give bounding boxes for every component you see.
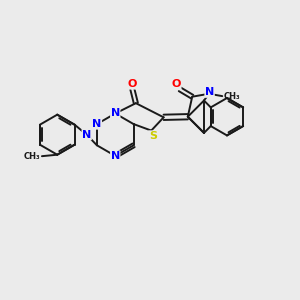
Text: CH₃: CH₃	[24, 152, 40, 161]
Text: N: N	[111, 109, 120, 118]
Text: O: O	[128, 79, 137, 89]
Text: O: O	[172, 79, 181, 89]
Text: N: N	[111, 151, 120, 161]
Text: S: S	[149, 131, 157, 141]
Text: N: N	[92, 119, 101, 129]
Text: N: N	[205, 87, 214, 97]
Text: N: N	[82, 130, 91, 140]
Text: CH₃: CH₃	[224, 92, 240, 100]
